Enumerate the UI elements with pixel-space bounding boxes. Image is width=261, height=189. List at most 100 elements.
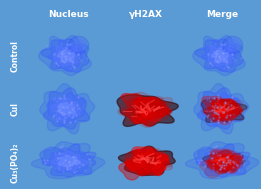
Polygon shape (215, 105, 231, 116)
Polygon shape (142, 108, 149, 113)
Polygon shape (202, 39, 236, 71)
Polygon shape (220, 163, 236, 173)
Polygon shape (220, 157, 244, 172)
Text: Cu₃(PO₄)₂: Cu₃(PO₄)₂ (10, 142, 20, 183)
Polygon shape (215, 163, 221, 167)
Polygon shape (214, 159, 228, 168)
Polygon shape (203, 150, 245, 172)
Polygon shape (214, 108, 226, 115)
Polygon shape (150, 165, 166, 175)
Polygon shape (219, 156, 235, 166)
Polygon shape (210, 159, 233, 173)
Polygon shape (141, 100, 154, 108)
Polygon shape (216, 154, 234, 166)
Polygon shape (213, 103, 238, 119)
Polygon shape (54, 46, 79, 66)
Polygon shape (215, 156, 241, 173)
Polygon shape (131, 157, 157, 174)
Polygon shape (144, 102, 156, 110)
Polygon shape (72, 39, 85, 51)
Polygon shape (222, 106, 233, 113)
Polygon shape (145, 100, 162, 111)
Polygon shape (125, 161, 139, 169)
Polygon shape (215, 159, 230, 168)
Polygon shape (133, 149, 158, 165)
Polygon shape (217, 109, 228, 116)
Polygon shape (214, 158, 226, 166)
Polygon shape (204, 108, 227, 122)
Text: γH2AX: γH2AX (128, 10, 163, 19)
Polygon shape (215, 158, 226, 165)
Polygon shape (207, 153, 240, 170)
Polygon shape (131, 161, 154, 176)
Polygon shape (211, 103, 235, 118)
Polygon shape (217, 160, 232, 170)
Polygon shape (140, 156, 148, 162)
Polygon shape (212, 155, 232, 167)
Polygon shape (47, 93, 85, 125)
Polygon shape (204, 101, 239, 120)
Polygon shape (195, 39, 243, 72)
Polygon shape (185, 142, 259, 179)
Polygon shape (39, 36, 91, 76)
Polygon shape (31, 142, 105, 179)
Polygon shape (212, 115, 221, 121)
Polygon shape (216, 112, 232, 122)
Polygon shape (223, 108, 235, 116)
Polygon shape (217, 102, 230, 110)
Polygon shape (140, 156, 163, 171)
Polygon shape (135, 158, 148, 166)
Polygon shape (151, 102, 165, 112)
Polygon shape (41, 39, 89, 72)
Polygon shape (209, 157, 234, 173)
Polygon shape (214, 102, 237, 117)
Polygon shape (224, 109, 235, 116)
Polygon shape (140, 106, 156, 116)
Polygon shape (133, 160, 144, 167)
Polygon shape (134, 101, 146, 108)
Polygon shape (127, 158, 134, 163)
Polygon shape (209, 160, 232, 174)
Polygon shape (51, 99, 81, 120)
Polygon shape (216, 160, 228, 167)
Polygon shape (202, 97, 243, 123)
Polygon shape (127, 162, 141, 171)
Polygon shape (217, 153, 242, 169)
Polygon shape (216, 158, 232, 168)
Polygon shape (118, 146, 175, 175)
Polygon shape (139, 153, 157, 165)
Polygon shape (138, 103, 145, 108)
Polygon shape (223, 36, 243, 54)
Polygon shape (211, 158, 231, 171)
Polygon shape (40, 84, 95, 134)
Polygon shape (135, 97, 157, 111)
Polygon shape (215, 151, 232, 163)
Polygon shape (124, 151, 169, 173)
Polygon shape (142, 153, 167, 169)
Polygon shape (121, 98, 168, 123)
Polygon shape (44, 88, 89, 129)
Polygon shape (218, 102, 230, 110)
Polygon shape (196, 148, 245, 174)
Polygon shape (212, 102, 230, 116)
Polygon shape (218, 101, 230, 108)
Polygon shape (158, 108, 169, 115)
Polygon shape (208, 150, 243, 171)
Polygon shape (198, 88, 243, 129)
Polygon shape (220, 156, 233, 165)
Polygon shape (149, 106, 162, 115)
Polygon shape (126, 147, 173, 175)
Polygon shape (141, 161, 149, 166)
Polygon shape (52, 151, 88, 171)
Polygon shape (133, 117, 141, 123)
Polygon shape (230, 108, 241, 115)
Polygon shape (137, 103, 162, 119)
Polygon shape (133, 160, 156, 174)
Polygon shape (129, 107, 143, 116)
Polygon shape (149, 110, 160, 117)
Polygon shape (137, 118, 145, 123)
Polygon shape (218, 164, 226, 169)
Polygon shape (137, 157, 148, 165)
Polygon shape (224, 106, 237, 115)
Polygon shape (139, 116, 149, 123)
